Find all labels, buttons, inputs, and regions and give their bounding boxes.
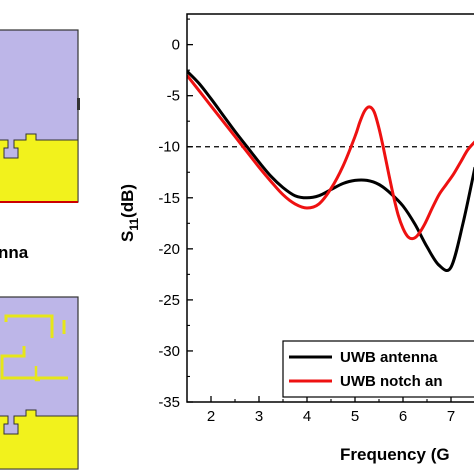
legend-label-uwb-antenna: UWB antenna — [340, 349, 438, 366]
antenna-layout-top — [0, 29, 80, 203]
y-axis-title-main: S — [118, 231, 137, 242]
notch-stub — [0, 346, 68, 380]
series-line-1 — [187, 74, 474, 241]
y-axis-title-sub: 11 — [127, 218, 141, 231]
panel-caption: nna — [0, 243, 29, 262]
y-tick-label--10: -10 — [158, 139, 180, 156]
series-line-0 — [187, 70, 474, 273]
x-tick-label-5: 5 — [351, 408, 359, 425]
y-tick-label--15: -15 — [158, 190, 180, 207]
ground-plane-bottom — [0, 409, 79, 470]
x-tick-label-4: 4 — [303, 408, 311, 425]
legend-box — [282, 340, 474, 398]
x-tick-label-7: 7 — [447, 408, 455, 425]
x-tick-label-3: 3 — [255, 408, 263, 425]
legend-label-uwb-notch: UWB notch an — [340, 373, 443, 390]
plot-area: 2 3 4 5 6 7 0 -5 -10 -15 -20 -25 -30 -35 — [158, 13, 474, 425]
notch-stub-inner — [34, 366, 40, 382]
notch-strip-arm — [4, 314, 54, 338]
y-tick-label--25: -25 — [158, 292, 180, 309]
legend: UWB antenna UWB notch an — [282, 340, 474, 398]
y-axis-title-suffix: (dB) — [118, 184, 137, 218]
feed-port-top — [77, 98, 80, 110]
x-axis-title: Frequency (G — [340, 445, 450, 464]
y-tick-label-0: 0 — [172, 37, 180, 54]
y-tick-label--30: -30 — [158, 343, 180, 360]
y-tick-label--20: -20 — [158, 241, 180, 258]
x-axis-tick-labels: 2 3 4 5 6 7 — [207, 408, 455, 425]
plot-frame — [186, 13, 474, 403]
y-axis-title: S11(dB) — [118, 184, 141, 242]
y-tick-label--35: -35 — [158, 394, 180, 411]
x-tick-label-6: 6 — [399, 408, 407, 425]
ground-plane-top — [0, 133, 79, 203]
series-layer — [187, 70, 474, 273]
y-axis-tick-labels: 0 -5 -10 -15 -20 -25 -30 -35 — [158, 37, 180, 411]
antenna-layout-bottom — [0, 296, 79, 470]
x-tick-label-2: 2 — [207, 408, 215, 425]
y-tick-label--5: -5 — [167, 88, 180, 105]
